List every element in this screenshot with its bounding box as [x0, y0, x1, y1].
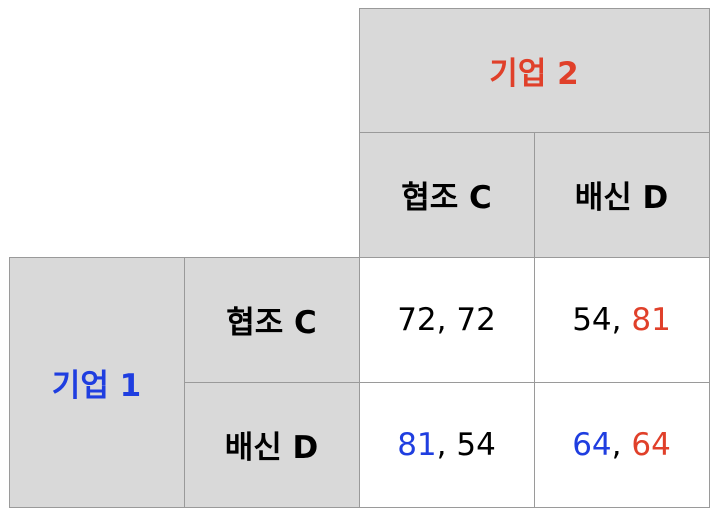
firm1-strategy-defect-label: 배신 D: [224, 430, 319, 466]
firm2-label: 기업 2: [489, 55, 579, 92]
grid-line: [709, 8, 710, 508]
payoff-cell-cd: 54, 81: [534, 257, 709, 382]
payoff-cell-cc: 72, 72: [359, 257, 534, 382]
firm1-header: 기업 1: [9, 257, 184, 507]
payoff-separator: ,: [436, 426, 457, 463]
payoff-separator: ,: [611, 301, 632, 338]
payoff-cell-dc: 81, 54: [359, 382, 534, 507]
grid-line: [359, 8, 710, 9]
firm1-label: 기업 1: [51, 367, 142, 404]
payoff-firm1-cc: 72: [397, 301, 437, 338]
payoff-firm1-dc: 81: [397, 426, 437, 463]
payoff-firm1-cd: 54: [572, 301, 612, 338]
grid-line: [184, 382, 710, 383]
payoff-cell-dd: 64, 64: [534, 382, 709, 507]
firm2-header: 기업 2: [359, 8, 709, 132]
firm2-strategy-defect: 배신 D: [534, 132, 709, 257]
firm2-strategy-cooperate: 협조 C: [359, 132, 534, 257]
payoff-firm2-dd: 64: [631, 426, 671, 463]
payoff-firm1-dd: 64: [572, 426, 612, 463]
firm1-strategy-cooperate: 협조 C: [184, 257, 359, 382]
grid-line: [184, 257, 185, 508]
grid-line: [534, 132, 535, 508]
payoff-firm2-cd: 81: [631, 301, 671, 338]
payoff-separator: ,: [436, 301, 457, 338]
grid-line: [9, 257, 10, 508]
payoff-firm2-dc: 54: [456, 426, 496, 463]
firm1-strategy-cooperate-label: 협조 C: [226, 305, 317, 341]
payoff-separator: ,: [611, 426, 632, 463]
payoff-firm2-cc: 72: [456, 301, 496, 338]
grid-line: [359, 8, 360, 508]
firm2-strategy-defect-label: 배신 D: [574, 180, 669, 216]
firm1-strategy-defect: 배신 D: [184, 382, 359, 507]
firm2-strategy-cooperate-label: 협조 C: [401, 180, 492, 216]
